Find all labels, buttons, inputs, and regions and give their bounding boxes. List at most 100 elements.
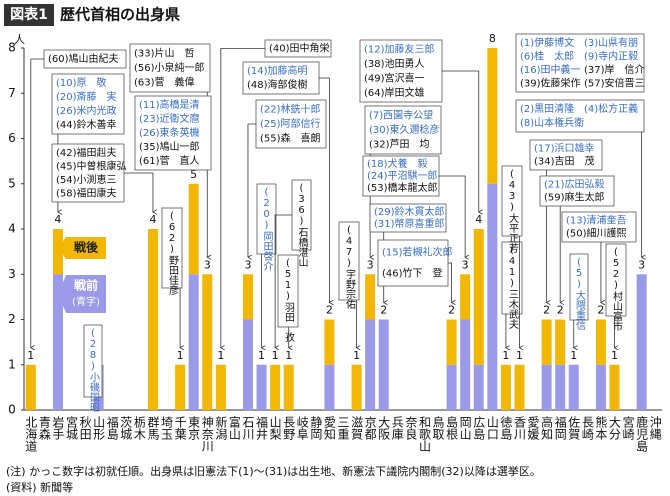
legend-note: (青字) (72, 295, 100, 308)
annotation-text: (53)橋本龍太郎 (367, 181, 438, 194)
total-label: 2 (597, 304, 604, 317)
total-label: 4 (475, 213, 482, 226)
y-tick-label: 3 (8, 267, 16, 281)
total-label: 1 (570, 349, 577, 362)
total-label: 2 (326, 304, 333, 317)
x-tick-label: 富山 (227, 415, 241, 440)
total-label: 2 (448, 304, 455, 317)
total-label: 1 (285, 349, 292, 362)
x-tick-label: 青森 (37, 416, 51, 440)
total-label: 1 (516, 349, 523, 362)
bar-segment (541, 364, 552, 410)
bar-segment (555, 319, 566, 365)
x-tick-label: 茨城 (119, 416, 133, 441)
annotation-text: (39)佐藤栄作 (520, 77, 581, 89)
annotation-text: (54)小渕恵三 (56, 173, 117, 186)
x-tick-label: 和歌山 (417, 416, 431, 452)
bar-segment (446, 364, 457, 410)
total-label: 1 (258, 349, 265, 362)
x-tick-label: 福岡 (553, 415, 567, 440)
annotation-text: (25)阿部信行 (260, 117, 321, 130)
annotation-box (83, 324, 103, 398)
bar-segment (636, 274, 647, 410)
total-label: 1 (611, 349, 618, 362)
x-tick-label: 宮城 (65, 415, 79, 441)
title-tag-box (4, 4, 54, 26)
bar-segment (514, 364, 525, 410)
annotation-text: (15)若槻礼次郎 (382, 246, 453, 259)
x-tick-label: 埼玉 (160, 416, 174, 440)
bar-segment (242, 274, 253, 320)
total-label: 1 (272, 349, 279, 362)
bar-segment (242, 319, 253, 410)
y-tick-label: 1 (8, 357, 16, 371)
annotation-text: (1)伊藤博文 (520, 36, 574, 49)
annotation-text: (38)池田勇人 (364, 57, 425, 70)
x-tick-label: 福井 (255, 415, 269, 441)
x-tick-label: 大阪 (377, 416, 391, 441)
annotation-text: (30)東久邇稔彦 (369, 123, 440, 136)
connector (275, 214, 292, 348)
x-tick-label: 京都 (363, 416, 377, 440)
x-tick-label: 秋田 (78, 416, 92, 440)
x-tick-label: 愛知 (322, 416, 336, 441)
total-label: 5 (190, 168, 197, 181)
annotation-text: (26)米内光政 (56, 104, 117, 117)
total-label: 2 (380, 304, 387, 317)
annotation-text: (20)斎藤 実 (56, 90, 117, 103)
bar-segment (460, 319, 471, 410)
legend-swatch (58, 237, 106, 259)
x-tick-label: 鹿児島 (635, 415, 649, 453)
x-tick-label: 岡山 (458, 416, 472, 440)
x-tick-label: 群馬 (146, 416, 160, 441)
annotation-text: (13)清浦奎吾 (566, 214, 627, 227)
x-tick-label: 香川 (512, 416, 526, 440)
x-tick-label: 長野 (282, 416, 296, 440)
bar-segment (541, 319, 552, 365)
annotation-text: (58)福田康夫 (56, 186, 117, 199)
bar-segment (324, 319, 335, 365)
x-tick-label: 徳島 (499, 415, 513, 441)
total-label: 3 (367, 258, 374, 271)
annotation-text: (16)田中義一 (520, 63, 581, 76)
annotation-text: (42)福田赳夫 (56, 146, 117, 159)
annotation-text: (32)芦田 均 (369, 139, 430, 151)
total-label: 3 (204, 258, 211, 271)
annotation-text: (9)寺内正毅 (584, 49, 638, 62)
annotation-box (134, 95, 212, 171)
annotation-box (501, 165, 523, 237)
annotation-box (129, 43, 211, 93)
connector (248, 123, 256, 257)
annotation-box (256, 183, 277, 255)
bar-segment (460, 274, 471, 320)
legend-label: 戦後 (74, 240, 99, 255)
annotation-box (377, 239, 449, 287)
x-tick-label: 奈良 (404, 416, 418, 441)
x-tick-label: 宮崎 (621, 415, 635, 440)
x-tick-label: 島根 (445, 415, 459, 440)
connector (221, 48, 265, 348)
annotation-box (501, 241, 523, 315)
x-tick-label: 福島 (105, 415, 119, 441)
annotation-text: (50)細川護熙 (566, 227, 627, 240)
legend-swatch (58, 275, 106, 313)
annotation-text: (34)吉田 茂 (534, 155, 595, 168)
bar-segment (324, 364, 335, 410)
annotation-text: (55)森 喜朗 (260, 132, 321, 145)
legend-label: 戦前 (74, 278, 98, 293)
bar-segment (175, 364, 186, 410)
connector (448, 262, 452, 303)
annotation-text: (47)宇野宗佑 (344, 225, 356, 309)
bar-segment (473, 229, 484, 365)
total-label: 1 (502, 349, 509, 362)
bar-segment (256, 364, 267, 410)
y-tick-label: 8 (8, 41, 16, 55)
x-tick-label: 広島 (472, 416, 486, 441)
x-tick-label: 栃木 (132, 416, 146, 440)
annotation-text: (33)片山 哲 (134, 46, 195, 59)
annotation-text: (40)田中角栄 (269, 42, 330, 55)
total-label: 4 (54, 213, 61, 226)
annotation-text: (3)山県有朋 (584, 36, 638, 49)
note: (注) かっこ数字は初就任順。出身県は旧憲法下(1)〜(31)は出生地、新憲法下… (6, 464, 541, 478)
